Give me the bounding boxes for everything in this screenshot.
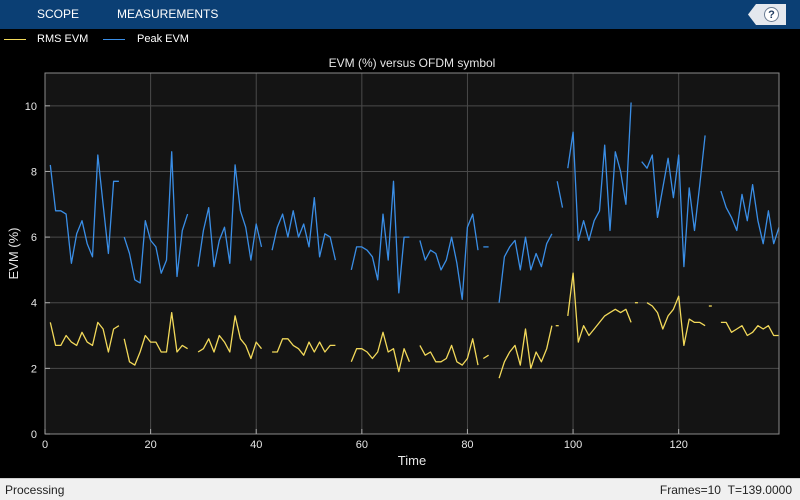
series-segment [419, 338, 479, 366]
y-tick-label: 0 [31, 429, 37, 441]
evm-chart[interactable]: 0 20 40 60 80 100 120 0 2 4 6 8 10 EVM (%) versus OF… [0, 49, 800, 478]
x-tick-label: 0 [42, 439, 48, 451]
tick-layer: 0 20 40 60 80 100 120 0 2 4 6 8 10 [25, 101, 688, 451]
series-segment [350, 180, 410, 294]
series-segment [49, 154, 119, 264]
help-button[interactable]: ? [748, 4, 786, 25]
series-segment [272, 338, 336, 356]
y-tick-label: 8 [31, 166, 37, 178]
series-segment [498, 325, 553, 379]
chart-title: EVM (%) versus OFDM symbol [329, 56, 496, 70]
tab-measurements[interactable]: MEASUREMENTS [117, 7, 219, 21]
series-segment [567, 272, 632, 343]
series-peak-evm [49, 102, 780, 303]
status-frame-info: Frames=10 T=139.0000 [660, 483, 792, 497]
legend: RMS EVM Peak EVM [0, 29, 800, 49]
y-tick-label: 4 [31, 298, 37, 310]
series-segment [498, 233, 553, 303]
x-tick-label: 20 [144, 439, 156, 451]
time-readout: T=139.0000 [727, 483, 792, 497]
tab-scope[interactable]: SCOPE [37, 7, 80, 21]
y-axis-label: EVM (%) [6, 228, 21, 280]
series-rms-evm [49, 272, 779, 379]
series-segment [350, 331, 411, 373]
series-segment [271, 197, 337, 261]
plot-area: 0 20 40 60 80 100 120 0 2 4 6 8 10 EVM (%) versus OF… [0, 49, 800, 478]
series-segment [49, 321, 120, 353]
help-icon: ? [764, 7, 779, 22]
series-segment [197, 164, 263, 268]
series-segment [646, 295, 706, 347]
toolstrip: SCOPE MEASUREMENTS ? [0, 0, 800, 29]
legend-swatch-rms-evm [4, 39, 26, 40]
y-tick-label: 6 [31, 232, 37, 244]
axes-frame [44, 72, 780, 435]
status-text: Processing [5, 483, 65, 497]
series-segment [123, 311, 188, 366]
series-segment [567, 102, 632, 242]
series-segment [419, 213, 479, 301]
series-segment [641, 135, 706, 268]
series-segment [482, 354, 489, 360]
series-segment [123, 151, 189, 284]
y-tick-label: 2 [31, 363, 37, 375]
x-tick-label: 120 [669, 439, 687, 451]
series-segment [556, 181, 564, 208]
series-segment [720, 183, 780, 245]
series-segment [720, 321, 779, 337]
y-tick-label: 10 [25, 101, 37, 113]
status-bar: Processing Frames=10 T=139.0000 [0, 478, 800, 500]
series-segment [197, 315, 263, 360]
axes-background [45, 73, 779, 434]
frames-count: Frames=10 [659, 483, 721, 497]
x-tick-label: 100 [564, 439, 582, 451]
legend-item-rms-evm[interactable]: RMS EVM [37, 33, 89, 45]
series-layer [49, 102, 780, 379]
legend-swatch-peak-evm [103, 39, 125, 40]
legend-item-peak-evm[interactable]: Peak EVM [137, 33, 189, 45]
x-tick-label: 40 [250, 439, 262, 451]
x-tick-label: 80 [461, 439, 473, 451]
x-tick-label: 60 [356, 439, 368, 451]
x-axis-label: Time [398, 453, 426, 468]
